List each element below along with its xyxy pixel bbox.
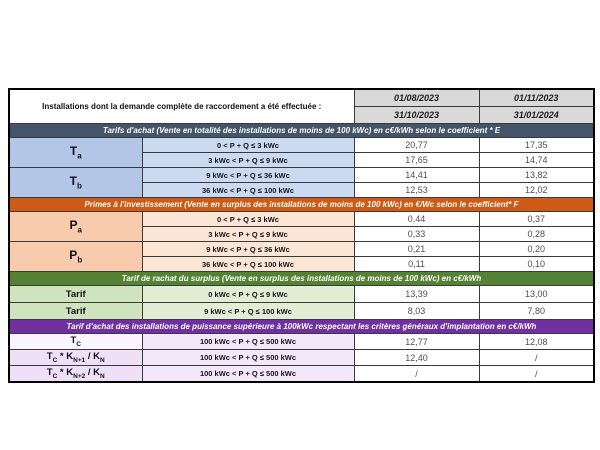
- tarif-surplus-label-2: Tarif: [8, 302, 143, 320]
- coefficient-label-tc-kn1: TC * KN+1 / KN: [8, 349, 143, 366]
- tariff-value: 12,08: [478, 333, 595, 350]
- tariff-value: /: [478, 349, 595, 366]
- section-banner-rachat-surplus: Tarif de rachat du surplus (Vente en sur…: [8, 271, 595, 286]
- section-banner-tarifs-achat: Tarifs d'achat (Vente en totalité des in…: [8, 123, 595, 138]
- tariff-value: 0,21: [353, 241, 480, 257]
- tariff-value: 0,28: [478, 226, 595, 242]
- tariff-value: 0,10: [478, 256, 595, 272]
- power-range: 9 kWc < P + Q ≤ 36 kWc: [141, 167, 355, 183]
- tariff-value: 20,77: [353, 137, 480, 153]
- tariff-value: 0,44: [353, 211, 480, 227]
- power-range: 36 kWc < P + Q ≤ 100 kWc: [141, 256, 355, 272]
- power-range: 100 kWc < P + Q ≤ 500 kWc: [141, 333, 355, 350]
- section-banner-primes-investissement: Primes à l'investissement (Vente en surp…: [8, 197, 595, 212]
- tariff-value: 0,20: [478, 241, 595, 257]
- tariff-value: /: [478, 365, 595, 383]
- tariff-value: 13,39: [353, 285, 480, 303]
- coefficient-label-tb: Tb: [8, 167, 143, 198]
- coefficient-label-tc: TC: [8, 333, 143, 350]
- period-2-start-date: 01/11/2023: [478, 88, 595, 107]
- period-1-end-date: 31/10/2023: [353, 106, 480, 124]
- tariff-value: 14,41: [353, 167, 480, 183]
- tariff-value: 0,33: [353, 226, 480, 242]
- power-range: 0 < P + Q ≤ 3 kWc: [141, 211, 355, 227]
- tariff-value: 12,53: [353, 182, 480, 198]
- tariff-value: 0,11: [353, 256, 480, 272]
- power-range: 100 kWc < P + Q ≤ 500 kWc: [141, 365, 355, 383]
- tariff-sheet: Installations dont la demande complète d…: [8, 88, 595, 383]
- tariff-value: 7,80: [478, 302, 595, 320]
- period-2-end-date: 31/01/2024: [478, 106, 595, 124]
- tariff-value: 0,37: [478, 211, 595, 227]
- tariff-value: 13,00: [478, 285, 595, 303]
- coefficient-label-pa: Pa: [8, 211, 143, 242]
- power-range: 0 kWc < P + Q ≤ 9 kWc: [141, 285, 355, 303]
- tariff-value: 12,40: [353, 349, 480, 366]
- power-range: 9 kWc < P + Q ≤ 36 kWc: [141, 241, 355, 257]
- power-range: 36 kWc < P + Q ≤ 100 kWc: [141, 182, 355, 198]
- header-installations-label: Installations dont la demande complète d…: [8, 88, 355, 124]
- tariff-value: 13,82: [478, 167, 595, 183]
- period-1-start-date: 01/08/2023: [353, 88, 480, 107]
- tariff-value: 17,35: [478, 137, 595, 153]
- section-banner-tarif-100kwc: Tarif d'achat des installations de puiss…: [8, 319, 595, 334]
- power-range: 100 kWc < P + Q ≤ 500 kWc: [141, 349, 355, 366]
- tariff-table: Installations dont la demande complète d…: [8, 88, 595, 383]
- tariff-value: 8,03: [353, 302, 480, 320]
- coefficient-label-tc-kn2: TC * KN+2 / KN: [8, 365, 143, 383]
- tariff-value: 14,74: [478, 152, 595, 168]
- tariff-value: 12,02: [478, 182, 595, 198]
- coefficient-label-pb: Pb: [8, 241, 143, 272]
- power-range: 0 < P + Q ≤ 3 kWc: [141, 137, 355, 153]
- power-range: 3 kWc < P + Q ≤ 9 kWc: [141, 226, 355, 242]
- tariff-value: 17,65: [353, 152, 480, 168]
- power-range: 9 kWc < P + Q ≤ 100 kWc: [141, 302, 355, 320]
- tarif-surplus-label-1: Tarif: [8, 285, 143, 303]
- tariff-value: 12,77: [353, 333, 480, 350]
- coefficient-label-ta: Ta: [8, 137, 143, 168]
- power-range: 3 kWc < P + Q ≤ 9 kWc: [141, 152, 355, 168]
- tariff-value: /: [353, 365, 480, 383]
